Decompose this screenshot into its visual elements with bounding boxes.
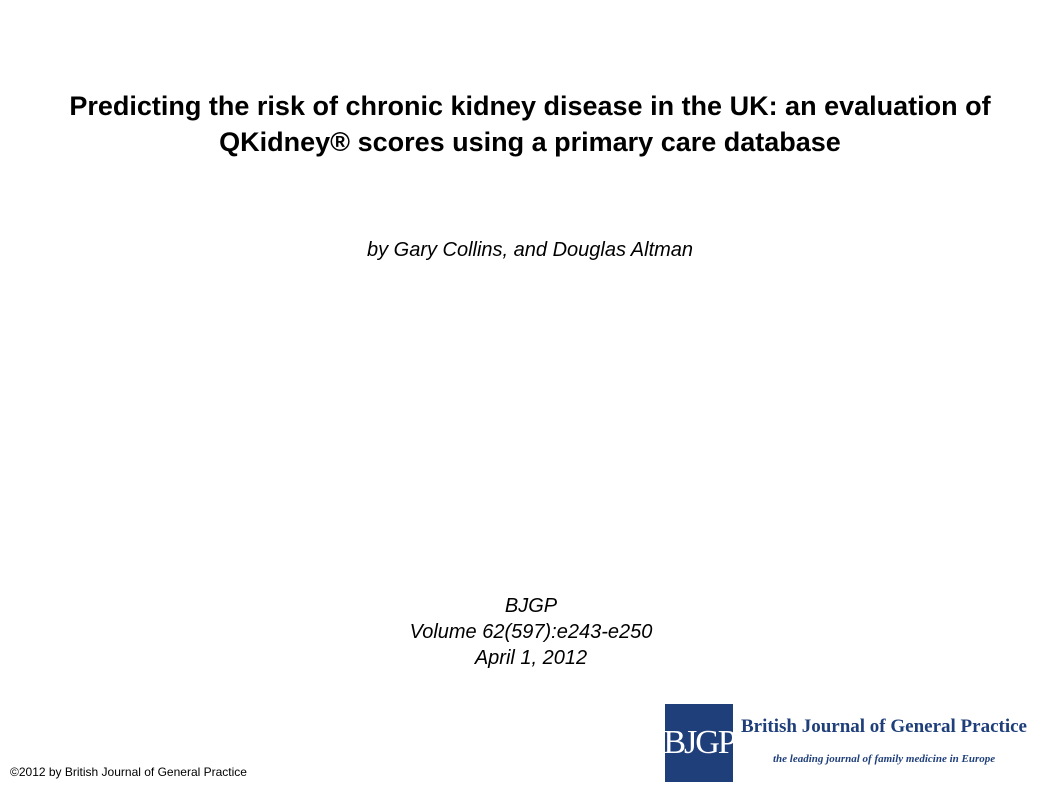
slide-title: Predicting the risk of chronic kidney di…: [69, 91, 991, 157]
citation-block: BJGP Volume 62(597):e243-e250 April 1, 2…: [291, 593, 771, 671]
bjgp-logo-tagline: the leading journal of family medicine i…: [773, 753, 996, 765]
copyright-notice: ©2012 by British Journal of General Prac…: [10, 765, 247, 779]
volume-info: Volume 62(597):e243-e250: [409, 621, 653, 643]
bjgp-logo-mark: BJGP: [663, 704, 737, 782]
bjgp-logo-name: British Journal of General Practice: [741, 716, 1027, 737]
journal-abbreviation: BJGP: [504, 595, 558, 617]
slide-authors: by Gary Collins, and Douglas Altman: [366, 239, 694, 261]
publication-date: April 1, 2012: [474, 647, 588, 669]
bjgp-logo: BJGP British Journal of General Practice…: [663, 704, 1050, 782]
